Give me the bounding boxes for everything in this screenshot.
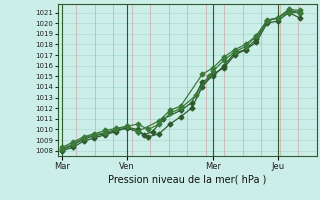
X-axis label: Pression niveau de la mer( hPa ): Pression niveau de la mer( hPa ) — [108, 175, 266, 185]
